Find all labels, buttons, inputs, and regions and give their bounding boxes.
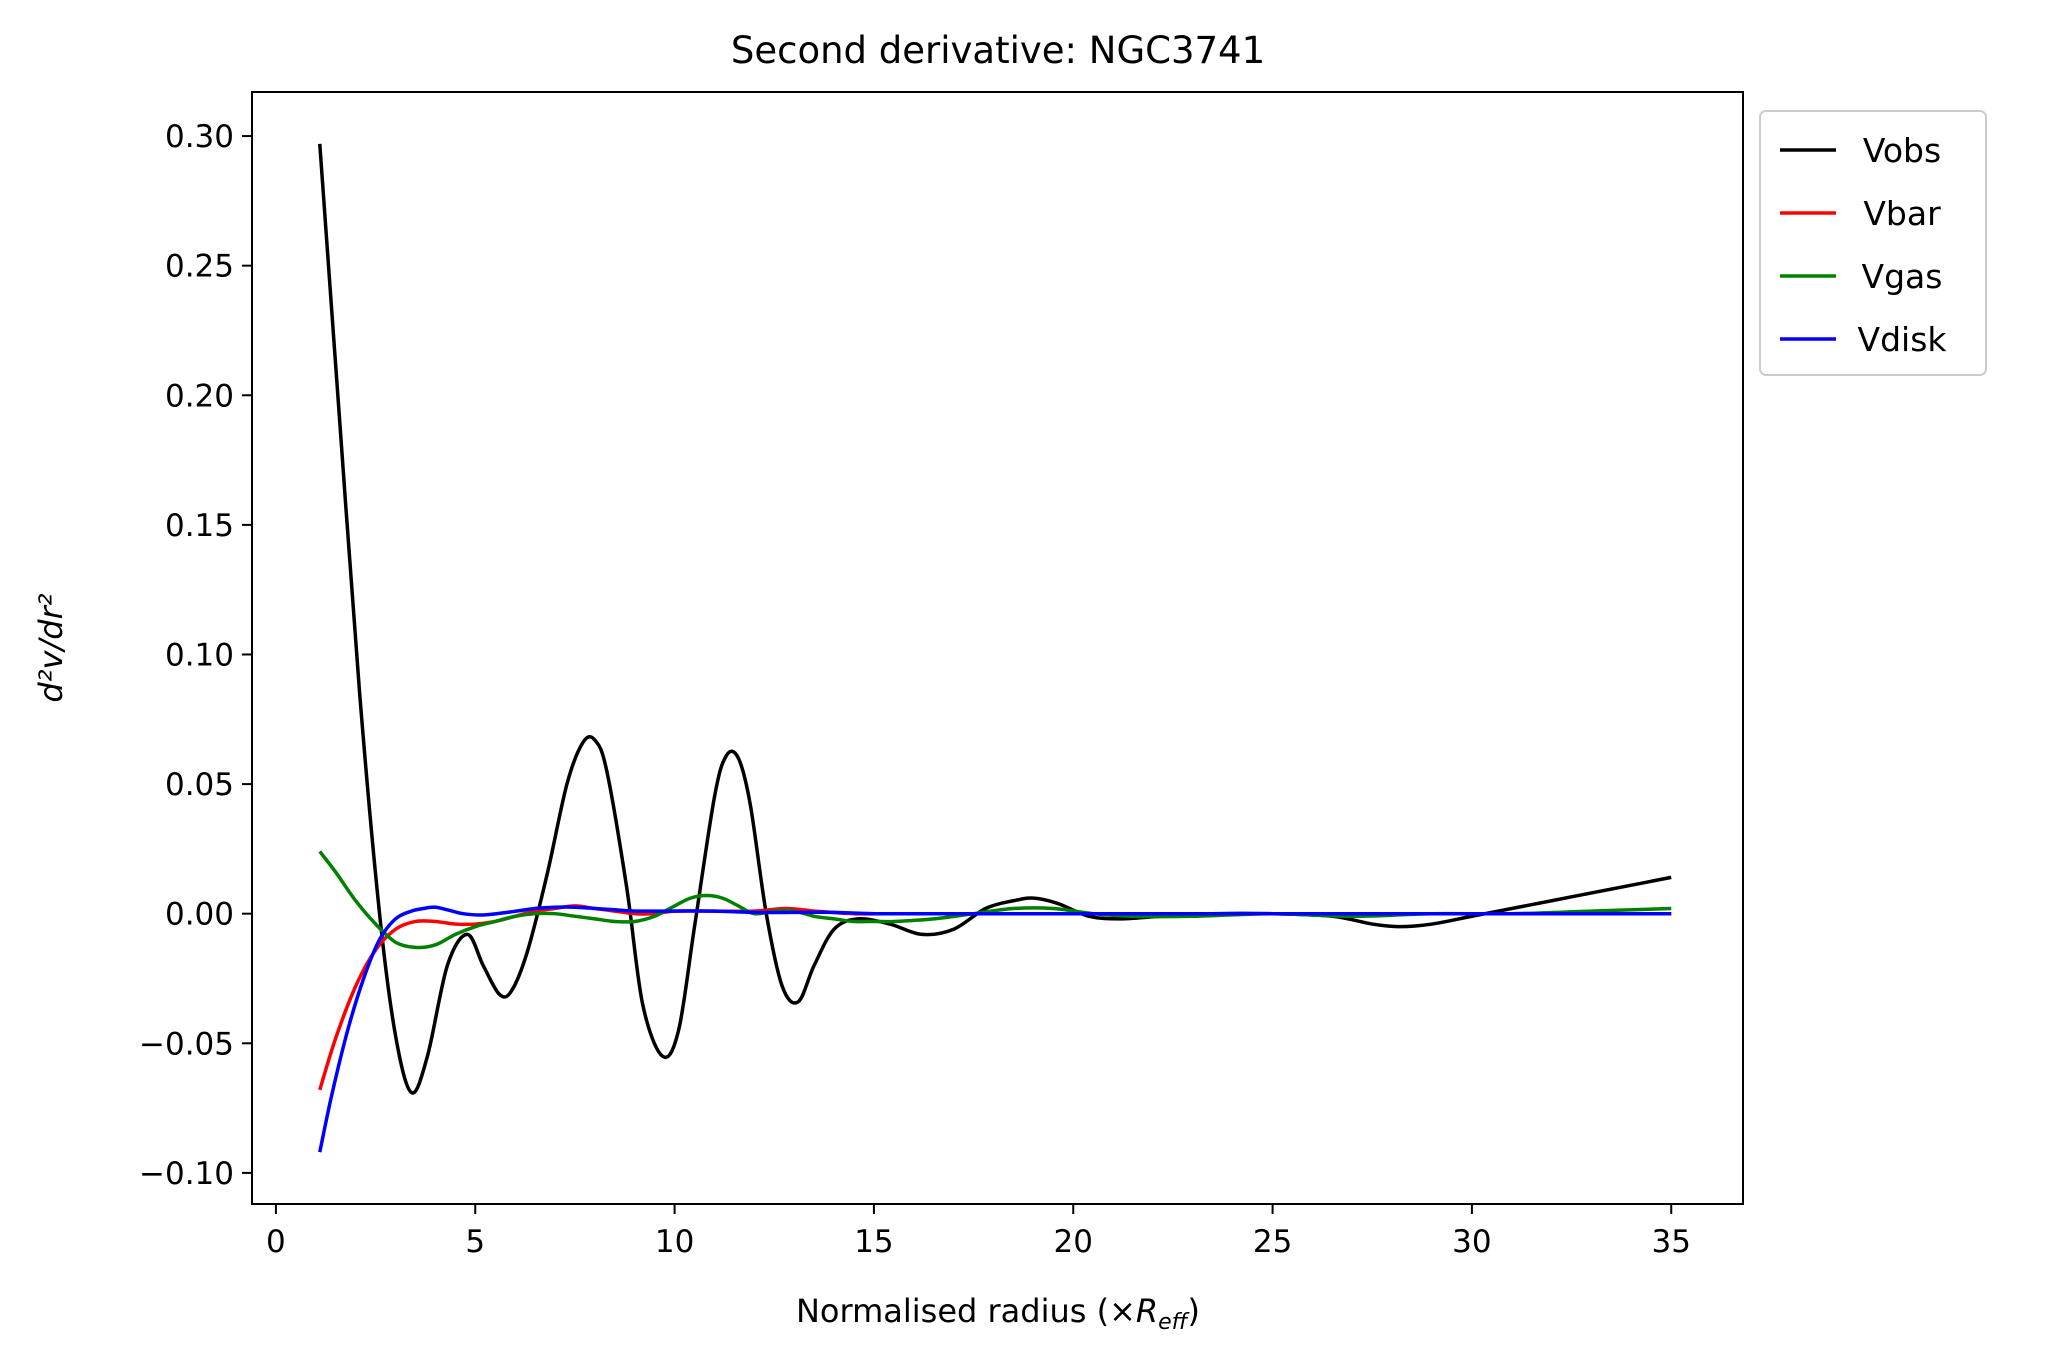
x-tick-label: 30 xyxy=(1452,1224,1491,1260)
x-axis-label-subscript: eff xyxy=(1158,1310,1190,1335)
y-axis-label: d²v/dr² xyxy=(32,593,70,702)
y-axis: −0.10 −0.05 0.00 0.05 0.10 0.15 0.20 0.25 0.30 xyxy=(139,119,252,1192)
legend: Vobs Vbar Vgas Vdisk xyxy=(1759,110,1987,376)
series-line-vdisk xyxy=(318,905,1672,1153)
series-line-vgas xyxy=(318,850,1672,950)
series-layer xyxy=(318,143,1672,1153)
x-tick-label: 0 xyxy=(266,1224,286,1260)
y-tick-label: −0.10 xyxy=(139,1156,234,1192)
plot-frame xyxy=(251,91,1744,1205)
plot-area xyxy=(251,91,1744,1205)
y-tick-label: 0.00 xyxy=(165,897,234,933)
y-tick-label: 0.20 xyxy=(165,378,234,414)
y-tick-label: 0.05 xyxy=(165,767,234,803)
x-tick-label: 35 xyxy=(1652,1224,1691,1260)
legend-label-vobs: Vobs xyxy=(1863,131,1941,170)
x-axis-label-prefix: Normalised radius (× xyxy=(796,1292,1136,1330)
legend-items: Vobs Vbar Vgas Vdisk xyxy=(1780,131,1947,359)
x-tick-label: 10 xyxy=(655,1224,694,1260)
x-tick-label: 15 xyxy=(854,1224,893,1260)
legend-label-vbar: Vbar xyxy=(1863,194,1941,233)
x-tick-label: 25 xyxy=(1253,1224,1292,1260)
y-tick-label: −0.05 xyxy=(139,1026,234,1062)
y-tick-label: 0.25 xyxy=(165,249,234,285)
x-tick-label: 5 xyxy=(465,1224,485,1260)
legend-box xyxy=(1759,110,1987,376)
y-tick-label: 0.10 xyxy=(165,637,234,673)
x-tick-label: 20 xyxy=(1054,1224,1093,1260)
chart-title: Second derivative: NGC3741 xyxy=(731,29,1265,72)
legend-label-vgas: Vgas xyxy=(1862,257,1943,296)
x-axis-label-symbol: R xyxy=(1136,1292,1158,1330)
x-axis-label: Normalised radius (×Reff) xyxy=(796,1292,1200,1335)
legend-label-vdisk: Vdisk xyxy=(1858,320,1948,359)
y-tick-label: 0.30 xyxy=(165,119,234,155)
x-axis: 0 5 10 15 20 25 30 35 xyxy=(266,1204,1691,1260)
y-tick-label: 0.15 xyxy=(165,508,234,544)
x-axis-label-suffix: ) xyxy=(1188,1292,1200,1330)
